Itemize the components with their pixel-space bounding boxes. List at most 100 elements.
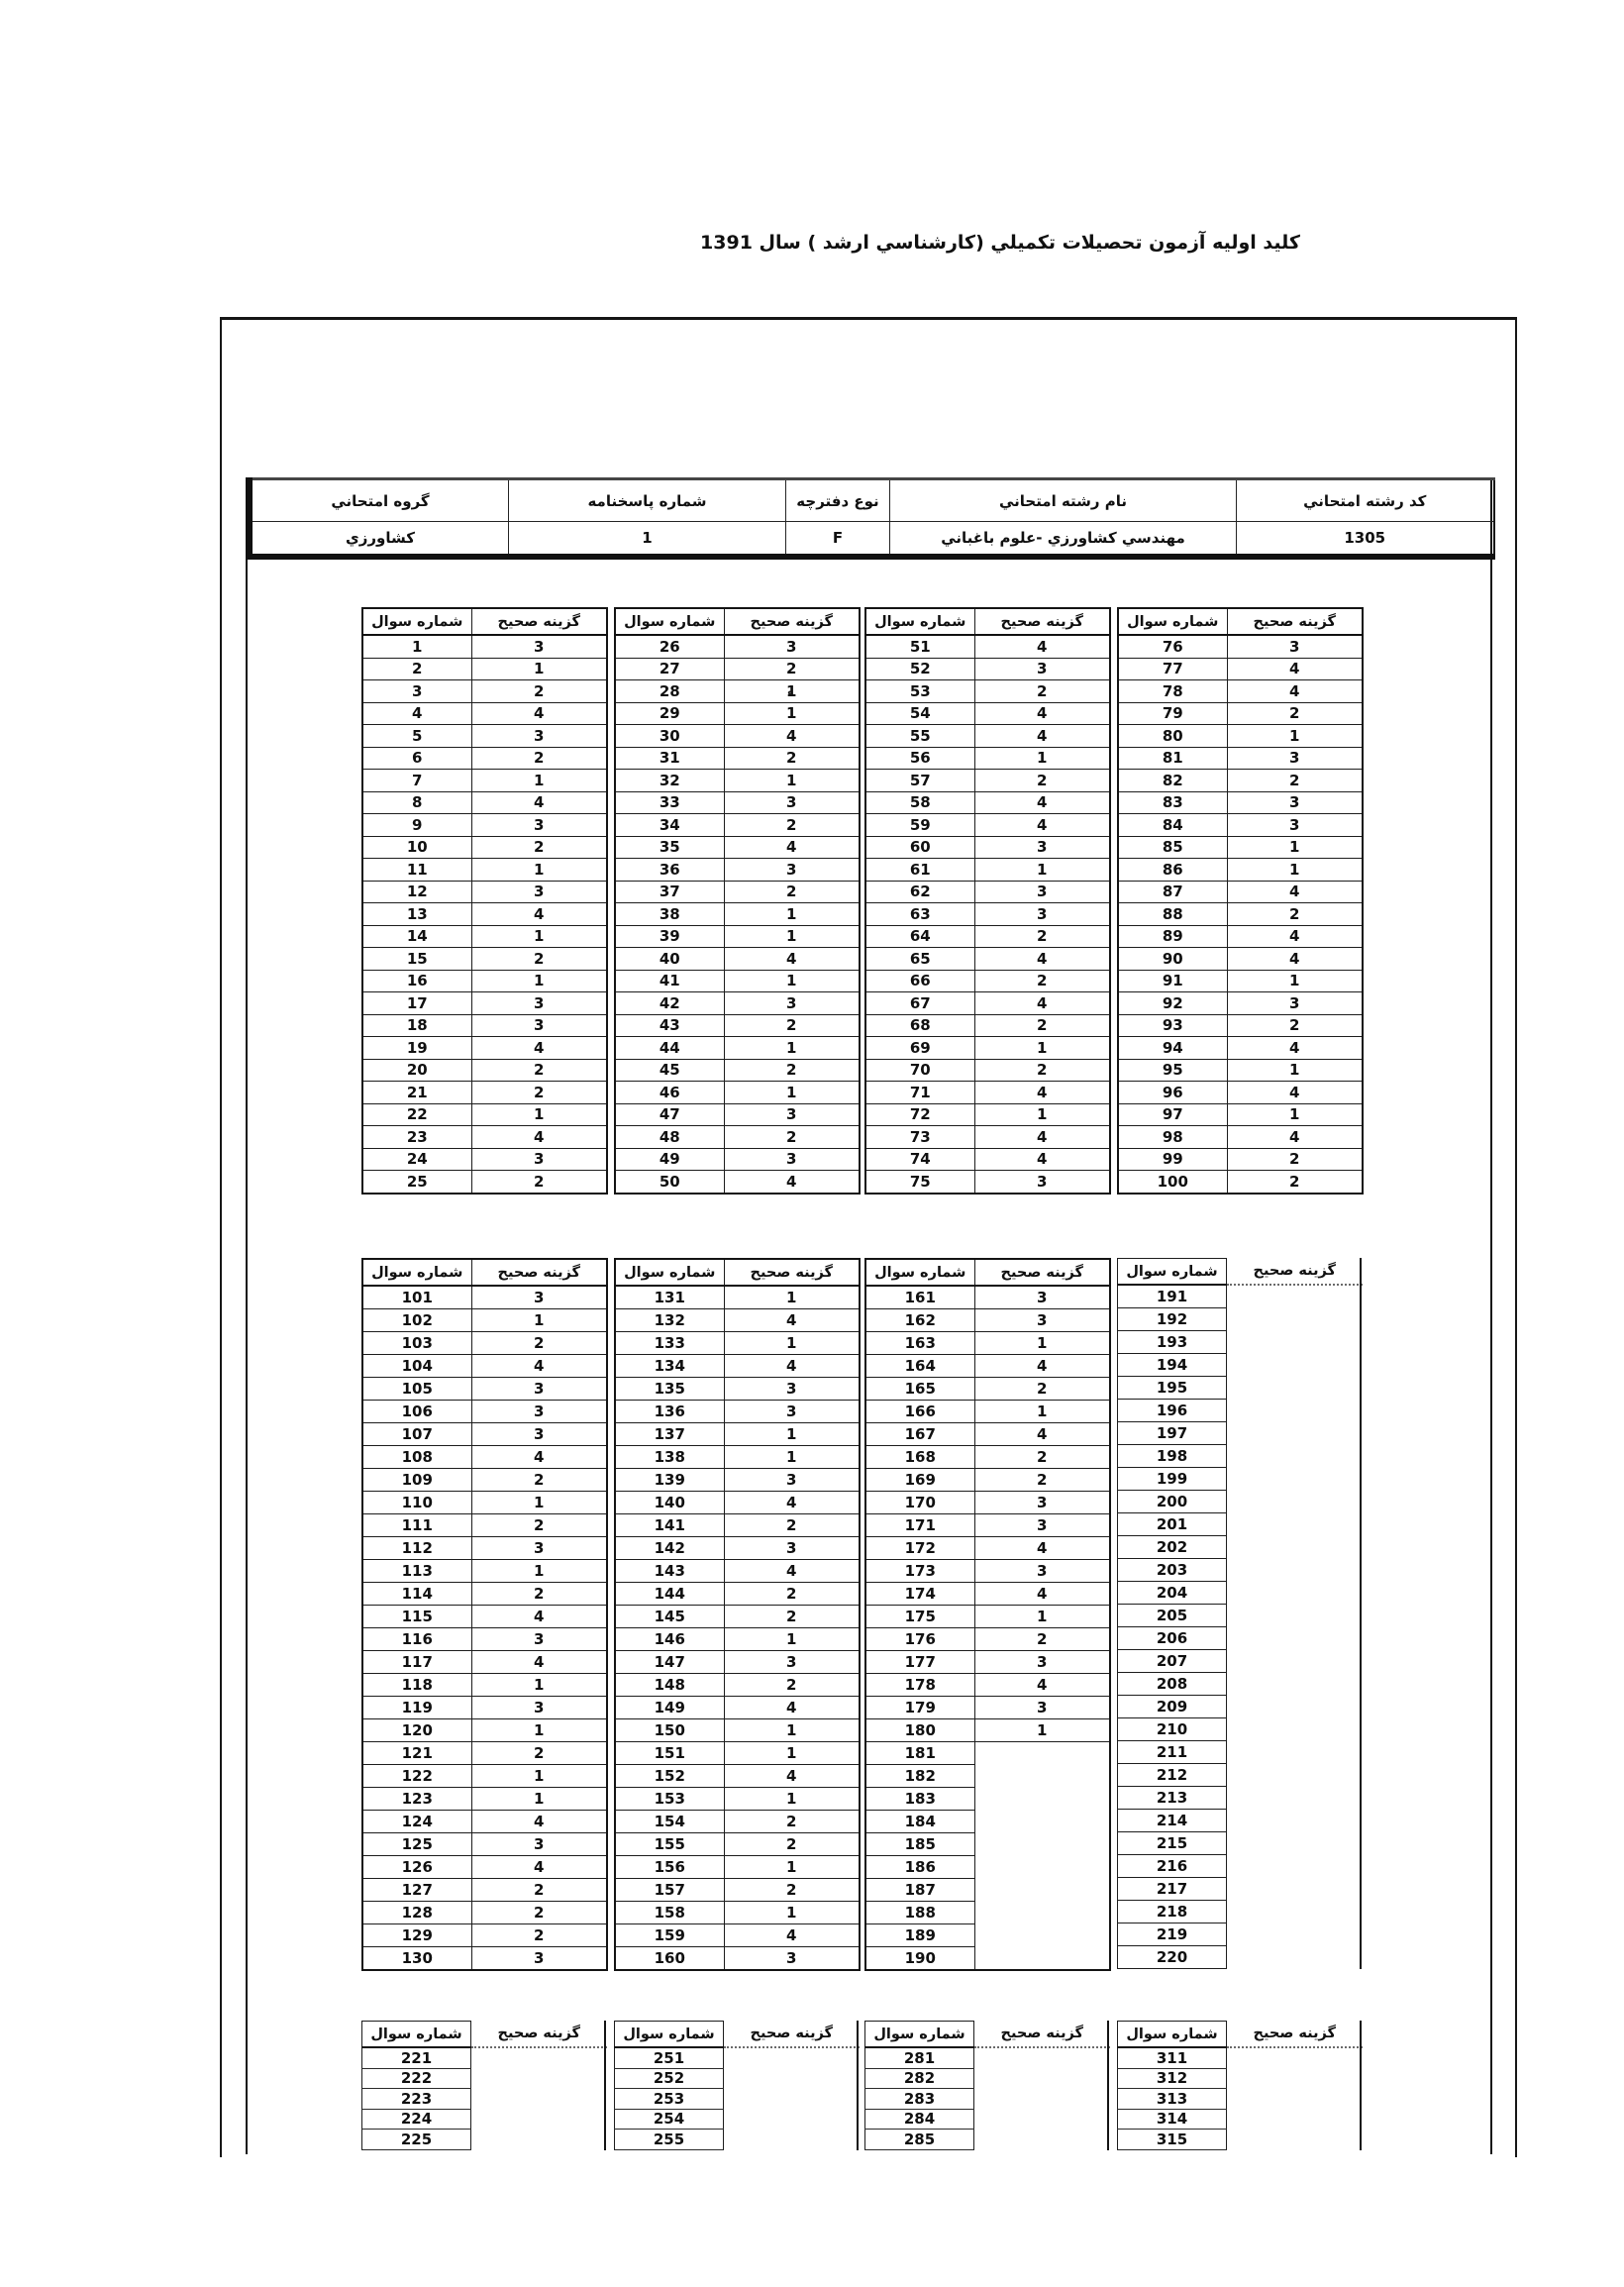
question-number: 191 [1117, 1284, 1227, 1308]
answer-value: 3 [723, 634, 861, 659]
answer-value: 2 [723, 1513, 861, 1537]
question-number-header: شماره سوال [864, 607, 975, 636]
answer-value [1227, 1787, 1363, 1810]
answer-row: 82 2 [1117, 769, 1364, 792]
question-number: 62 [864, 880, 975, 903]
answer-row: 117 4 [361, 1650, 608, 1674]
answer-row: 150 1 [614, 1718, 861, 1742]
answer-value: 3 [723, 790, 861, 814]
question-number: 74 [864, 1147, 975, 1171]
answer-value: 2 [470, 1468, 608, 1492]
answer-row: 215 [1117, 1831, 1363, 1855]
answer-row: 37 2 [614, 880, 861, 903]
question-number: 195 [1117, 1376, 1227, 1400]
answer-value [1227, 1627, 1363, 1650]
answer-value [974, 2089, 1110, 2110]
answer-value: 3 [973, 835, 1111, 859]
answer-value: 1 [973, 746, 1111, 770]
question-number: 133 [614, 1331, 725, 1355]
answer-row: 154 2 [614, 1810, 861, 1833]
question-number: 212 [1117, 1763, 1227, 1787]
answer-value: 2 [470, 947, 608, 971]
answer-value: 2 [723, 1810, 861, 1833]
answer-row: 121 2 [361, 1741, 608, 1765]
question-number-header: شماره سوال [361, 607, 472, 636]
question-number: 192 [1117, 1307, 1227, 1331]
answer-option-header: گزينه صحيح [973, 1258, 1111, 1287]
answer-value: 4 [973, 1673, 1111, 1697]
answer-value [1227, 1491, 1363, 1513]
question-number: 18 [361, 1013, 472, 1037]
question-number: 92 [1117, 991, 1228, 1015]
answer-row: 205 [1117, 1604, 1363, 1627]
answer-value [471, 2047, 607, 2068]
answer-value: 1 [723, 1855, 861, 1879]
answer-value: 2 [973, 1627, 1111, 1651]
answer-value [1227, 1650, 1363, 1673]
answer-value: 4 [973, 701, 1111, 725]
question-number: 72 [864, 1102, 975, 1126]
question-number: 43 [614, 1013, 725, 1037]
question-number: 39 [614, 924, 725, 948]
answer-value: 3 [973, 1491, 1111, 1514]
info-value-field-name: مهندسي كشاورزي -علوم باغباني [889, 521, 1237, 558]
answer-row: 83 3 [1117, 790, 1364, 814]
answer-row: 126 4 [361, 1855, 608, 1879]
answer-key-table: شماره سوال گزينه صحيح 311 312 313 314 315 [1117, 2021, 1363, 2150]
answer-value: 3 [470, 1422, 608, 1446]
question-number: 141 [614, 1513, 725, 1537]
answer-value: 3 [723, 1468, 861, 1492]
question-number: 87 [1117, 880, 1228, 903]
question-number: 83 [1117, 790, 1228, 814]
question-number: 197 [1117, 1421, 1227, 1445]
question-number: 16 [361, 969, 472, 992]
answer-value: 2 [1226, 1170, 1364, 1194]
answer-value: 4 [973, 724, 1111, 748]
answer-row: 131 1 [614, 1285, 861, 1309]
question-number: 218 [1117, 1900, 1227, 1923]
answer-value: 3 [470, 991, 608, 1015]
answer-value: 2 [973, 769, 1111, 792]
answer-value: 2 [973, 1058, 1111, 1082]
answer-value: 3 [470, 1832, 608, 1856]
answer-value: 3 [973, 657, 1111, 680]
question-number: 70 [864, 1058, 975, 1082]
answer-value [1227, 1718, 1363, 1741]
question-number: 86 [1117, 858, 1228, 882]
question-number: 170 [864, 1491, 975, 1514]
answer-row: 51 4 [864, 634, 1111, 659]
answer-value: 2 [1226, 902, 1364, 926]
answer-value: 4 [973, 1536, 1111, 1560]
answer-value [1227, 1445, 1363, 1468]
answer-row: 198 [1117, 1444, 1363, 1468]
answer-row: 66 2 [864, 969, 1111, 992]
question-number: 127 [361, 1878, 472, 1902]
answer-row: 135 3 [614, 1377, 861, 1401]
question-number: 222 [361, 2067, 471, 2089]
answer-value [1227, 2109, 1363, 2130]
answer-value [1227, 1400, 1363, 1422]
answer-row: 81 3 [1117, 746, 1364, 770]
answer-value [1227, 1354, 1363, 1377]
answer-row: 124 4 [361, 1810, 608, 1833]
answer-row: 156 1 [614, 1855, 861, 1879]
question-number: 8 [361, 790, 472, 814]
question-number: 85 [1117, 835, 1228, 859]
question-number: 214 [1117, 1809, 1227, 1832]
answer-value [1227, 1810, 1363, 1832]
question-number: 198 [1117, 1444, 1227, 1468]
answer-row: 147 3 [614, 1650, 861, 1674]
answer-row: 12 3 [361, 880, 608, 903]
answer-value: 1 [1226, 858, 1364, 882]
answer-value: 1 [470, 858, 608, 882]
question-number: 46 [614, 1081, 725, 1104]
answer-row: 223 [361, 2088, 607, 2110]
answer-table-q161: شماره سوال گزينه صحيح 161 3 162 3 163 1 164 4 165 2… [864, 1258, 1111, 1971]
question-number: 30 [614, 724, 725, 748]
inner-frame [246, 477, 1492, 2154]
answer-row: 88 2 [1117, 902, 1364, 926]
question-number: 142 [614, 1536, 725, 1560]
answer-value [974, 2130, 1110, 2150]
answer-value [973, 1764, 1111, 1788]
